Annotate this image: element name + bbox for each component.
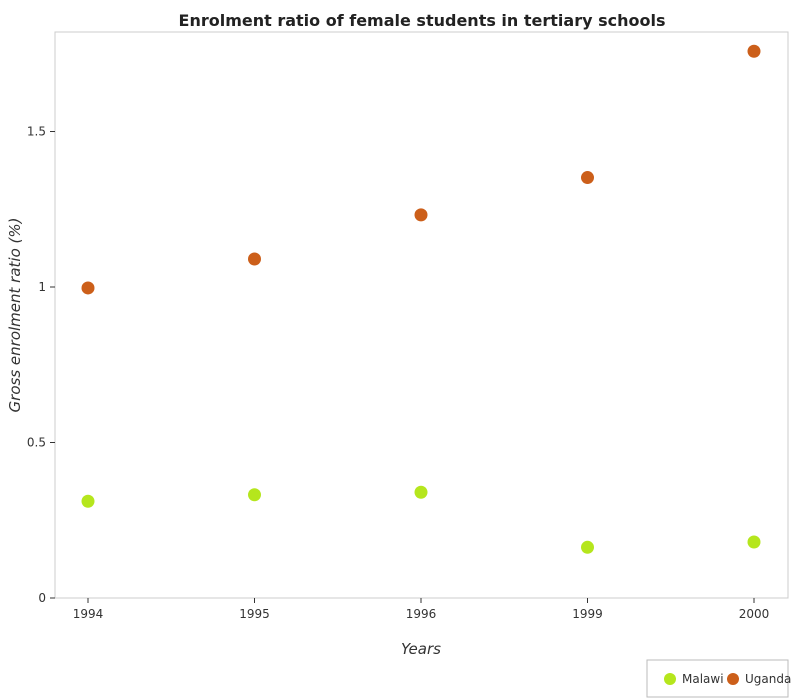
point-malawi-2000: [747, 535, 761, 549]
x-tick-label: 1995: [239, 607, 270, 621]
point-malawi-1994: [81, 494, 95, 508]
point-uganda-1996: [414, 208, 428, 222]
point-uganda-1995: [248, 252, 261, 266]
plot-area: [54, 31, 789, 599]
x-axis: 1994 1995 1996 1999 2000: [73, 598, 770, 621]
point-malawi-1995: [248, 488, 261, 502]
x-axis-label: Years: [401, 640, 441, 658]
y-axis: 0 0.5 1 1.5: [27, 125, 55, 605]
legend-label-uganda: Uganda: [745, 672, 791, 686]
legend: Malawi Uganda: [646, 659, 791, 698]
y-tick-label: 1: [38, 280, 46, 294]
point-malawi-1999: [581, 540, 594, 554]
legend-label-malawi: Malawi: [682, 672, 724, 686]
y-tick-label: 0: [38, 591, 46, 605]
legend-marker-malawi: [664, 673, 676, 685]
x-tick-label: 1996: [406, 607, 437, 621]
chart-title: Enrolment ratio of female students in te…: [179, 11, 666, 30]
point-malawi-1996: [414, 485, 428, 499]
y-tick-label: 0.5: [27, 436, 46, 450]
point-uganda-1994: [81, 281, 95, 295]
point-uganda-1999: [581, 171, 594, 185]
x-tick-label: 2000: [739, 607, 770, 621]
y-axis-label: Gross enrolment ratio (%): [6, 218, 24, 413]
x-tick-label: 1994: [73, 607, 104, 621]
legend-marker-uganda: [727, 673, 739, 685]
x-tick-label: 1999: [572, 607, 603, 621]
point-uganda-2000: [747, 44, 761, 58]
data-points: [81, 44, 761, 554]
y-tick-label: 1.5: [27, 125, 46, 139]
